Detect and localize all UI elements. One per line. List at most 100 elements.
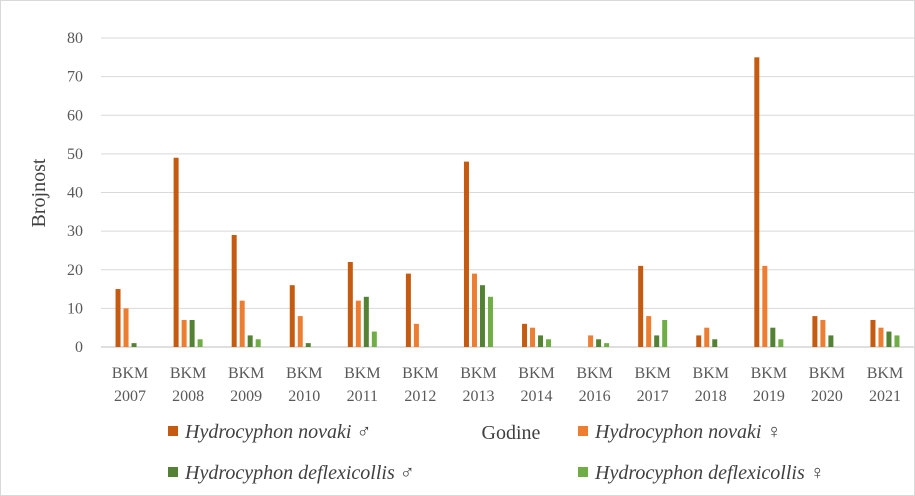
x-tick-label: 2018: [695, 388, 727, 405]
bar: [596, 339, 602, 347]
bar: [894, 335, 900, 347]
legend-sex-symbol: ♀: [766, 421, 781, 443]
bar: [588, 335, 594, 347]
y-tick-label: 80: [67, 30, 83, 47]
bar: [189, 319, 195, 347]
bar: [197, 339, 203, 347]
bar: [604, 343, 610, 347]
bar: [828, 335, 834, 347]
legend-sex-symbol: ♂: [356, 421, 371, 443]
bar: [878, 327, 884, 347]
x-tick-label: BKM: [402, 365, 438, 382]
bar: [778, 339, 784, 347]
bar: [255, 339, 261, 347]
bar: [289, 285, 295, 347]
y-axis-title: Brojnost: [28, 158, 50, 227]
x-tick-label: 2016: [579, 388, 611, 405]
bar: [239, 300, 245, 347]
x-tick-label: 2013: [462, 388, 494, 405]
bar: [173, 157, 179, 347]
bar: [812, 316, 818, 347]
x-tick-label: 2012: [404, 388, 436, 405]
x-tick-label: 2008: [172, 388, 204, 405]
bar: [363, 296, 369, 347]
x-tick-label: BKM: [170, 365, 206, 382]
bar: [305, 343, 311, 347]
legend-swatch: [168, 467, 178, 477]
legend-sex-symbol: ♀: [810, 462, 825, 484]
bar: [638, 265, 644, 347]
legend-sex-symbol: ♂: [400, 462, 415, 484]
bar: [115, 289, 121, 347]
legend: Hydrocyphon novaki ♂ Hydrocyphon novaki ♀…: [168, 421, 825, 484]
y-tick-label: 20: [67, 262, 83, 279]
bar: [522, 323, 528, 347]
x-tick-label: BKM: [112, 365, 148, 382]
bar: [247, 335, 253, 347]
y-tick-label: 70: [67, 69, 83, 86]
y-tick-label: 60: [67, 107, 83, 124]
bars: [115, 57, 900, 347]
x-tick-label: 2020: [811, 388, 843, 405]
y-tick-label: 0: [75, 339, 83, 356]
bar: [181, 319, 187, 347]
x-axis-ticks: BKM 2007 BKM 2008 BKM 2009 BKM 2010 BKM 2011 BKM 20…: [112, 365, 903, 405]
y-axis-ticks: 0 10 20 30 40 50 60 70 80: [67, 30, 83, 356]
x-tick-label: 2017: [637, 388, 669, 405]
bar: [870, 319, 876, 347]
bar: [405, 273, 411, 347]
bar: [662, 319, 668, 347]
bar: [123, 308, 129, 347]
legend-label: Hydrocyphon deflexicollis ♀: [594, 462, 825, 484]
bar: [696, 335, 702, 347]
x-tick-label: 2014: [521, 388, 553, 405]
gridlines: [101, 37, 914, 348]
bar: [704, 327, 710, 347]
bar: [347, 262, 353, 347]
x-tick-label: BKM: [867, 365, 903, 382]
bar: [530, 327, 536, 347]
x-tick-label: BKM: [634, 365, 670, 382]
bar: [712, 339, 718, 347]
x-tick-label: BKM: [809, 365, 845, 382]
x-tick-label: BKM: [518, 365, 554, 382]
bar: [487, 296, 493, 347]
x-tick-label: BKM: [344, 365, 380, 382]
bar: [463, 161, 469, 347]
bar: [546, 339, 552, 347]
bar: [754, 57, 760, 347]
bar: [654, 335, 660, 347]
x-tick-label: 2019: [753, 388, 785, 405]
bar: [131, 343, 137, 347]
bar: [820, 319, 826, 347]
legend-swatch: [168, 426, 178, 436]
y-tick-label: 50: [67, 146, 83, 163]
legend-label: Hydrocyphon novaki ♂: [184, 421, 371, 443]
bar: [479, 285, 485, 347]
x-tick-label: 2011: [347, 388, 378, 405]
x-tick-label: BKM: [693, 365, 729, 382]
x-tick-label: BKM: [576, 365, 612, 382]
bar: [646, 316, 652, 347]
bar: [538, 335, 544, 347]
x-tick-label: BKM: [286, 365, 322, 382]
legend-label: Hydrocyphon deflexicollis ♂: [184, 462, 415, 484]
x-tick-label: BKM: [751, 365, 787, 382]
bar: [371, 331, 377, 347]
bar: [413, 323, 419, 347]
bar: [355, 300, 361, 347]
x-tick-label: 2010: [288, 388, 320, 405]
x-axis-title: Godine: [482, 422, 541, 444]
x-tick-label: 2007: [114, 388, 146, 405]
y-tick-label: 40: [67, 185, 83, 202]
legend-swatch: [578, 467, 588, 477]
bar: [886, 331, 892, 347]
bar: [297, 316, 303, 347]
legend-swatch: [578, 426, 588, 436]
x-tick-label: BKM: [228, 365, 264, 382]
legend-label: Hydrocyphon novaki ♀: [594, 421, 781, 443]
bar: [231, 234, 237, 347]
x-tick-label: BKM: [460, 365, 496, 382]
